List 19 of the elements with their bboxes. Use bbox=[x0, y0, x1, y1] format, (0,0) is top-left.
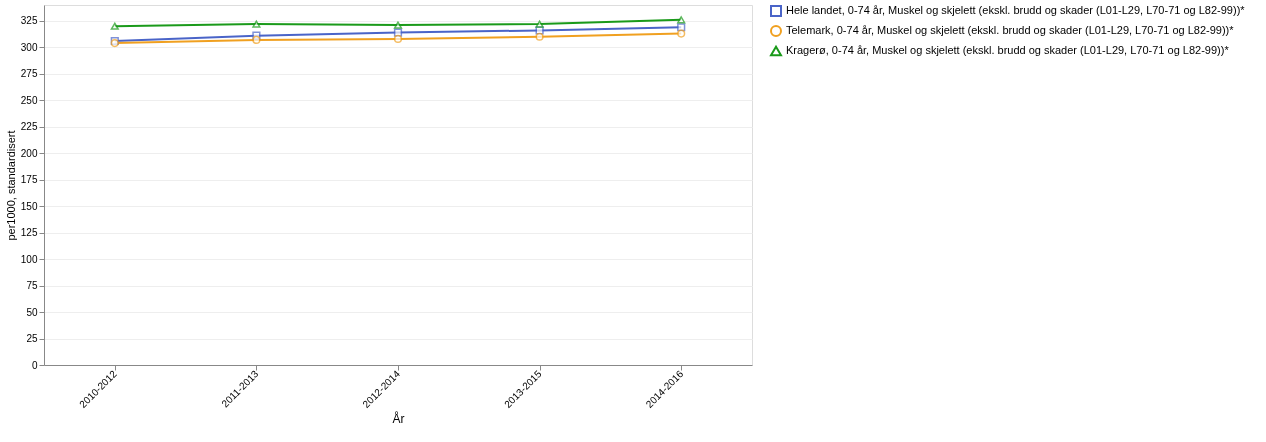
y-tick-label: 275 bbox=[20, 68, 38, 80]
y-tick-label: 200 bbox=[20, 147, 38, 159]
y-tick-label: 50 bbox=[26, 306, 38, 318]
y-tick-label: 150 bbox=[20, 200, 38, 212]
y-tick-label: 325 bbox=[20, 15, 38, 27]
legend-label: Telemark, 0-74 år, Muskel og skjelett (ekskl. brudd og skader (L01-L29, L70-71 og L82-99))* bbox=[786, 24, 1235, 36]
y-tick-label: 100 bbox=[20, 253, 38, 265]
y-tick-label: 225 bbox=[20, 121, 38, 133]
y-tick-label: 250 bbox=[20, 94, 38, 106]
legend-label: Hele landet, 0-74 år, Muskel og skjelett (ekskl. brudd og skader (L01-L29, L70-71 og L82-99))* bbox=[786, 4, 1246, 16]
y-tick-label: 175 bbox=[20, 174, 38, 186]
x-axis-title: År bbox=[392, 410, 405, 426]
y-axis-title: per1000, standardisert bbox=[4, 130, 17, 241]
y-tick-label: 25 bbox=[26, 333, 38, 345]
y-tick-label: 0 bbox=[31, 359, 38, 371]
y-tick-label: 300 bbox=[20, 41, 38, 53]
y-tick-label: 125 bbox=[20, 227, 38, 239]
y-tick-label: 75 bbox=[26, 280, 38, 292]
legend-label: Kragerø, 0-74 år, Muskel og skjelett (ekskl. brudd og skader (L01-L29, L70-71 og L82-99))* bbox=[786, 44, 1230, 56]
